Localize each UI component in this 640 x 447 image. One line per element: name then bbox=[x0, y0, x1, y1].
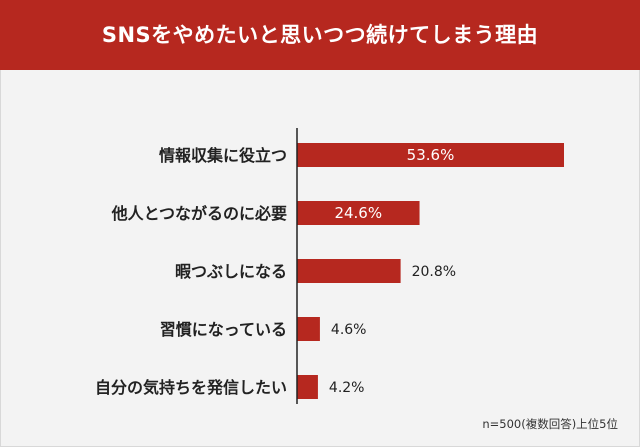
bars-layer: 情報収集に役立つ 53.6% 他人とつながるのに必要 24.6% 暇つぶしになる 20.8… bbox=[95, 143, 564, 399]
category-label: 他人とつながるのに必要 bbox=[111, 204, 287, 223]
value-label: 4.6% bbox=[331, 322, 367, 338]
category-label: 習慣になっている bbox=[160, 320, 287, 339]
value-label: 24.6% bbox=[334, 204, 382, 222]
bar bbox=[297, 201, 420, 225]
value-label: 20.8% bbox=[412, 264, 456, 280]
category-label: 情報収集に役立つ bbox=[159, 146, 287, 165]
category-label: 自分の気持ちを発信したい bbox=[95, 378, 287, 397]
bar bbox=[297, 259, 401, 283]
chart-title: SNSをやめたいと思いつつ続けてしまう理由 bbox=[101, 23, 539, 47]
bar bbox=[297, 317, 320, 341]
sample-note: n=500(複数回答)上位5位 bbox=[482, 417, 618, 431]
value-label: 53.6% bbox=[407, 146, 455, 164]
category-label: 暇つぶしになる bbox=[175, 262, 287, 281]
bar bbox=[297, 143, 564, 167]
header-banner: SNSをやめたいと思いつつ続けてしまう理由 bbox=[0, 0, 640, 70]
bar bbox=[297, 375, 318, 399]
value-label: 4.2% bbox=[329, 380, 365, 396]
